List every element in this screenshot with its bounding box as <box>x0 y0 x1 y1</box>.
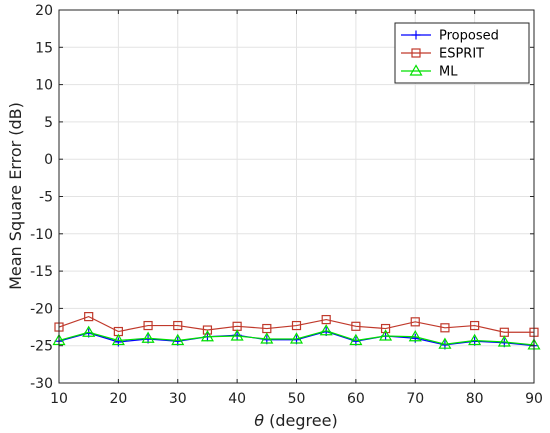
data-point-esprit <box>351 321 361 331</box>
data-point-esprit <box>380 323 391 334</box>
y-tick-label: -5 <box>39 190 53 206</box>
x-tick-label: 50 <box>288 391 306 407</box>
data-point-esprit <box>143 320 153 331</box>
legend-marker-ml <box>409 64 423 76</box>
y-tick-label: 5 <box>44 115 53 131</box>
legend-label-esprit: ESPRIT <box>439 47 484 62</box>
x-tick-label: 90 <box>525 391 543 407</box>
y-tick-label: 10 <box>35 78 53 94</box>
legend-label-proposed: Proposed <box>439 29 499 44</box>
data-point-ml <box>260 332 274 344</box>
legend-label-ml: ML <box>439 65 458 80</box>
y-tick-label: -15 <box>30 264 53 280</box>
legend: Proposed ESPRIT ML <box>394 22 530 84</box>
legend-marker-proposed <box>411 30 421 40</box>
data-point-ml <box>230 329 244 341</box>
data-point-ml <box>171 333 185 346</box>
data-point-ml <box>379 329 393 341</box>
data-point-esprit <box>291 320 302 331</box>
y-tick-label: -20 <box>30 301 53 317</box>
x-tick-label: 10 <box>50 391 68 407</box>
data-point-ml <box>141 331 155 343</box>
x-tick-label: 70 <box>406 391 424 407</box>
series-layer <box>52 312 541 351</box>
y-tick-label: -10 <box>30 227 53 243</box>
data-point-esprit <box>84 312 94 322</box>
y-tick-label: 20 <box>35 3 53 19</box>
data-point-ml <box>349 333 363 346</box>
data-point-ml <box>438 337 452 349</box>
data-point-ml <box>200 330 214 342</box>
data-point-esprit <box>173 320 183 331</box>
x-tick-label: 40 <box>228 391 246 407</box>
x-tick-label: 80 <box>466 391 484 407</box>
x-tick-label: 20 <box>109 391 127 407</box>
legend-item-ml: ML <box>401 64 458 80</box>
series-line-esprit <box>58 315 534 333</box>
data-point-esprit <box>410 317 420 327</box>
series-line-ml <box>58 330 535 346</box>
y-axis-title: Mean Square Error (dB) <box>6 102 25 290</box>
data-point-ml <box>319 324 333 336</box>
y-tick-label: 0 <box>44 152 53 168</box>
axis-ticks: 10 20 30 40 50 60 70 80 9020151050-5-10-15-20-25… <box>30 3 543 407</box>
data-point-ml <box>408 330 422 342</box>
data-point-ml <box>468 333 482 346</box>
series-ml <box>52 324 541 350</box>
y-tick-label: 15 <box>35 40 53 56</box>
legend-marker-esprit <box>411 48 421 58</box>
data-point-ml <box>497 335 511 347</box>
data-point-esprit <box>202 325 213 335</box>
data-point-esprit <box>470 320 480 331</box>
data-point-ml <box>82 325 96 337</box>
data-point-ml <box>111 333 125 346</box>
legend-item-proposed: Proposed <box>401 29 499 44</box>
x-axis-title: θ (degree) <box>254 411 337 430</box>
x-axis-symbol: θ <box>254 411 264 430</box>
x-tick-label: 60 <box>347 391 365 407</box>
y-tick-label: -25 <box>30 339 53 355</box>
data-point-esprit <box>440 323 450 333</box>
x-tick-label: 30 <box>169 391 187 407</box>
y-tick-label: -30 <box>30 376 53 392</box>
grid-lines <box>58 9 535 384</box>
data-point-ml <box>289 332 304 344</box>
data-point-esprit <box>321 314 331 325</box>
legend-item-esprit: ESPRIT <box>401 47 484 62</box>
x-axis-unit: (degree) <box>269 411 338 430</box>
